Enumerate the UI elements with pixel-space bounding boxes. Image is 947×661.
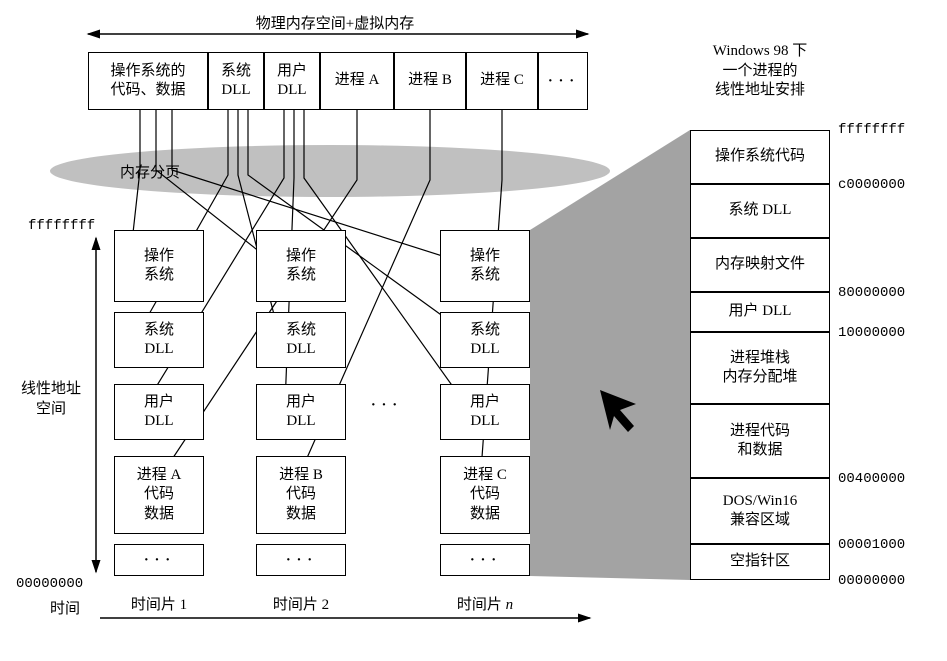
right-section-3: 用户 DLL xyxy=(690,292,830,332)
right-section-6: DOS/Win16 兼容区域 xyxy=(690,478,830,544)
col1-box-2: 用户 DLL xyxy=(256,384,346,440)
right-addr-6: 00000000 xyxy=(838,573,905,589)
col2-box-3: 进程 C 代码 数据 xyxy=(440,456,530,534)
top-box-2: 用户 DLL xyxy=(264,52,320,110)
right-section-1: 系统 DLL xyxy=(690,184,830,238)
top-box-1: 系统 DLL xyxy=(208,52,264,110)
top-box-3: 进程 A xyxy=(320,52,394,110)
col1-box-1: 系统 DLL xyxy=(256,312,346,368)
col-caption-2: 时间片 n xyxy=(440,596,530,616)
right-addr-4: 00400000 xyxy=(838,471,905,487)
top-box-5: 进程 C xyxy=(466,52,538,110)
right-addr-1: c0000000 xyxy=(838,177,905,193)
right-section-5: 进程代码 和数据 xyxy=(690,404,830,478)
col-caption-1: 时间片 2 xyxy=(256,596,346,616)
right-addr-2: 80000000 xyxy=(838,285,905,301)
paging-label: 内存分页 xyxy=(120,161,180,182)
left-addr-bottom: 00000000 xyxy=(16,576,83,592)
col2-box-0: 操作 系统 xyxy=(440,230,530,302)
col1-box-3: 进程 B 代码 数据 xyxy=(256,456,346,534)
top-box-6: ··· xyxy=(538,52,588,110)
col0-box-0: 操作 系统 xyxy=(114,230,204,302)
col2-box-2: 用户 DLL xyxy=(440,384,530,440)
col1-box-0: 操作 系统 xyxy=(256,230,346,302)
right-section-2: 内存映射文件 xyxy=(690,238,830,292)
right-panel-title: Windows 98 下 一个进程的 线性地址安排 xyxy=(660,42,860,101)
right-addr-0: ffffffff xyxy=(838,122,905,138)
paging-ellipse: 内存分页 xyxy=(50,145,610,197)
top-box-0: 操作系统的 代码、数据 xyxy=(88,52,208,110)
right-section-7: 空指针区 xyxy=(690,544,830,580)
col2-box-4: ··· xyxy=(440,544,530,576)
mid-dots: ··· xyxy=(370,392,402,418)
col-caption-0: 时间片 1 xyxy=(114,596,204,616)
col0-box-2: 用户 DLL xyxy=(114,384,204,440)
right-section-0: 操作系统代码 xyxy=(690,130,830,184)
top-box-4: 进程 B xyxy=(394,52,466,110)
time-axis-label: 时间 xyxy=(50,600,80,620)
col0-box-1: 系统 DLL xyxy=(114,312,204,368)
left-axis-label: 线性地址 空间 xyxy=(16,380,86,419)
right-section-4: 进程堆栈 内存分配堆 xyxy=(690,332,830,404)
col1-box-4: ··· xyxy=(256,544,346,576)
left-addr-top: ffffffff xyxy=(28,218,95,234)
col2-box-1: 系统 DLL xyxy=(440,312,530,368)
right-addr-3: 10000000 xyxy=(838,325,905,341)
top-title: 物理内存空间+虚拟内存 xyxy=(210,15,460,35)
memory-layout-diagram: 物理内存空间+虚拟内存 内存分页 ffffffff 00000000 线性地址 … xyxy=(10,10,937,651)
col0-box-4: ··· xyxy=(114,544,204,576)
col0-box-3: 进程 A 代码 数据 xyxy=(114,456,204,534)
right-addr-5: 00001000 xyxy=(838,537,905,553)
